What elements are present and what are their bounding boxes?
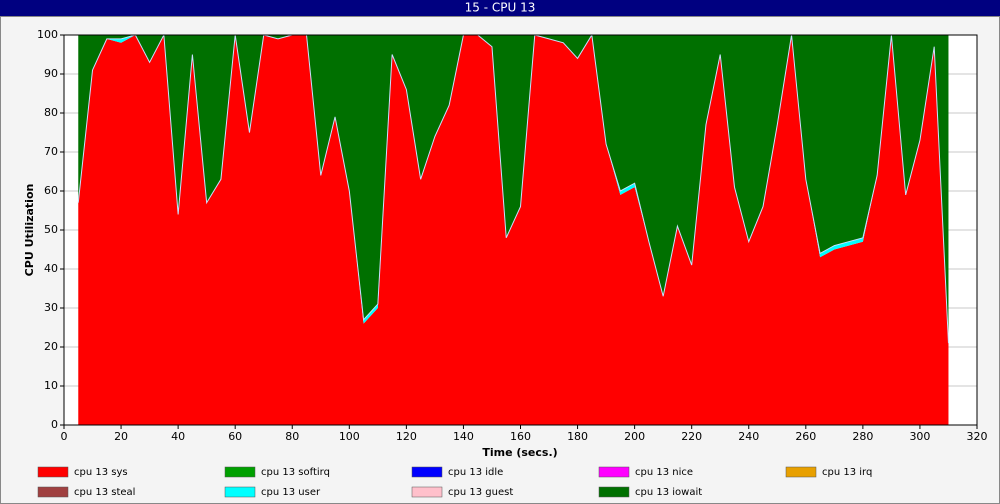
x-tick-label: 20 [114, 430, 128, 443]
chart-title: 15 - CPU 13 [465, 1, 536, 15]
x-tick-label: 160 [510, 430, 531, 443]
legend-swatch [37, 466, 69, 478]
x-tick-label: 0 [61, 430, 68, 443]
x-tick-label: 300 [909, 430, 930, 443]
legend-swatch [411, 466, 443, 478]
legend-swatch [224, 466, 256, 478]
edge-line [77, 33, 949, 344]
y-tick-label: 10 [44, 379, 58, 392]
legend-label: cpu 13 user [261, 487, 321, 498]
legend-label: cpu 13 steal [74, 487, 135, 498]
x-tick-label: 260 [795, 430, 816, 443]
legend-swatch [785, 466, 817, 478]
title-bar [0, 0, 1000, 16]
y-tick-label: 0 [51, 418, 58, 431]
y-tick-label: 40 [44, 262, 58, 275]
legend-swatch [224, 486, 256, 498]
y-tick-label: 70 [44, 145, 58, 158]
x-tick-label: 320 [967, 430, 988, 443]
x-tick-label: 280 [852, 430, 873, 443]
legend-label: cpu 13 irq [822, 467, 872, 478]
y-tick-label: 80 [44, 106, 58, 119]
y-tick-label: 100 [37, 28, 58, 41]
legend-swatch [37, 486, 69, 498]
legend-label: cpu 13 iowait [635, 487, 702, 498]
x-tick-label: 140 [453, 430, 474, 443]
y-tick-label: 60 [44, 184, 58, 197]
legend-swatch [598, 466, 630, 478]
x-tick-label: 80 [285, 430, 299, 443]
x-axis-label: Time (secs.) [482, 446, 557, 459]
y-tick-label: 90 [44, 67, 58, 80]
legend-label: cpu 13 sys [74, 467, 128, 478]
area [78, 35, 949, 425]
x-tick-label: 240 [738, 430, 759, 443]
legend-label: cpu 13 idle [448, 467, 503, 478]
y-tick-label: 50 [44, 223, 58, 236]
legend-label: cpu 13 softirq [261, 467, 330, 478]
y-tick-label: 30 [44, 301, 58, 314]
legend-label: cpu 13 nice [635, 467, 693, 478]
x-tick-label: 200 [624, 430, 645, 443]
y-axis-label: CPU Utilization [23, 184, 36, 277]
y-tick-label: 20 [44, 340, 58, 353]
legend-swatch [411, 486, 443, 498]
plot-border [63, 34, 978, 426]
x-tick-label: 100 [339, 430, 360, 443]
x-tick-label: 220 [681, 430, 702, 443]
legend-swatch [598, 486, 630, 498]
x-tick-label: 40 [171, 430, 185, 443]
legend-label: cpu 13 guest [448, 487, 513, 498]
x-tick-label: 60 [228, 430, 242, 443]
x-tick-label: 120 [396, 430, 417, 443]
x-tick-label: 180 [567, 430, 588, 443]
area [78, 35, 949, 344]
